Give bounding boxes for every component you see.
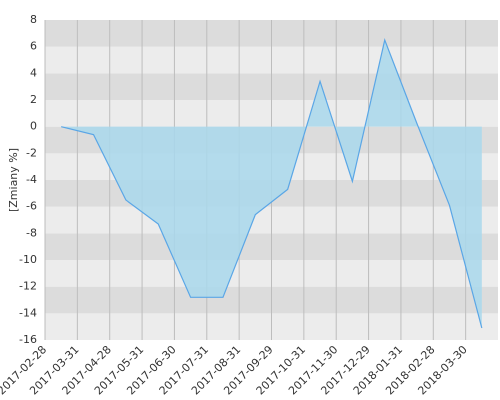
area bbox=[61, 40, 482, 328]
line bbox=[61, 37, 483, 329]
y-axis-label: [Zmiany %] bbox=[7, 148, 20, 212]
y-tick-label: -2 bbox=[26, 146, 37, 159]
y-tick-label: 0 bbox=[30, 120, 37, 133]
y-tick-label: 4 bbox=[30, 66, 37, 79]
y-tick-label: -16 bbox=[19, 333, 37, 346]
y-tick-label: -12 bbox=[19, 280, 37, 293]
y-tick-label: -8 bbox=[26, 226, 37, 239]
y-tick-label: 2 bbox=[30, 93, 37, 106]
y-tick-label: -4 bbox=[26, 173, 37, 186]
y-tick-label: 8 bbox=[30, 13, 37, 26]
y-tick-label: -14 bbox=[19, 306, 37, 319]
y-tick-label: -6 bbox=[26, 200, 37, 213]
y-tick-label: 6 bbox=[30, 40, 37, 53]
y-tick-label: -10 bbox=[19, 253, 37, 266]
